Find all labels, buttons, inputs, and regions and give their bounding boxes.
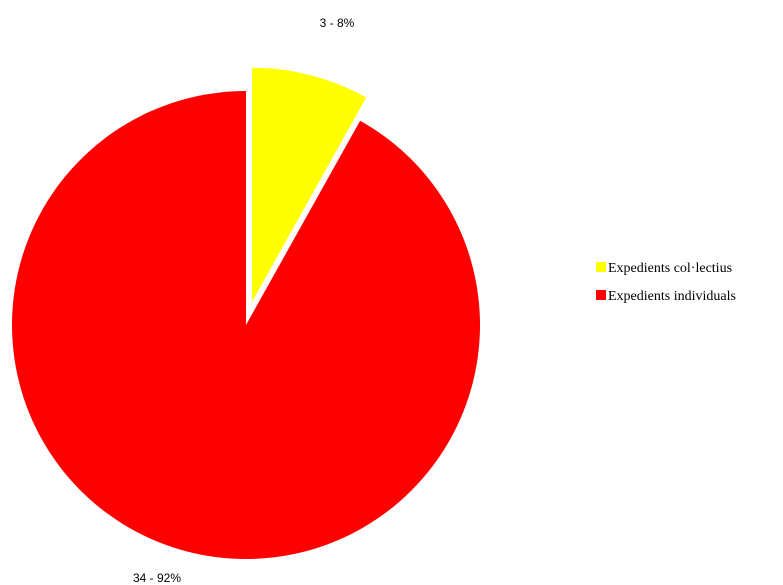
legend-swatch-2 <box>596 290 606 300</box>
data-label-2: 34 - 92% <box>133 571 181 585</box>
legend-swatch-1 <box>596 262 606 272</box>
pie-slice-2 <box>11 91 480 559</box>
pie-slice-1 <box>252 67 367 302</box>
legend-label-1: Expedients col·lectius <box>608 261 732 276</box>
legend: Expedients col·lectius Expedients individ… <box>596 261 736 304</box>
data-label-1: 3 - 8% <box>320 16 355 30</box>
legend-label-2: Expedients individuals <box>608 289 736 304</box>
pie-data-labels: 3 - 8% 34 - 92% <box>133 16 355 585</box>
pie-slices <box>11 67 480 559</box>
